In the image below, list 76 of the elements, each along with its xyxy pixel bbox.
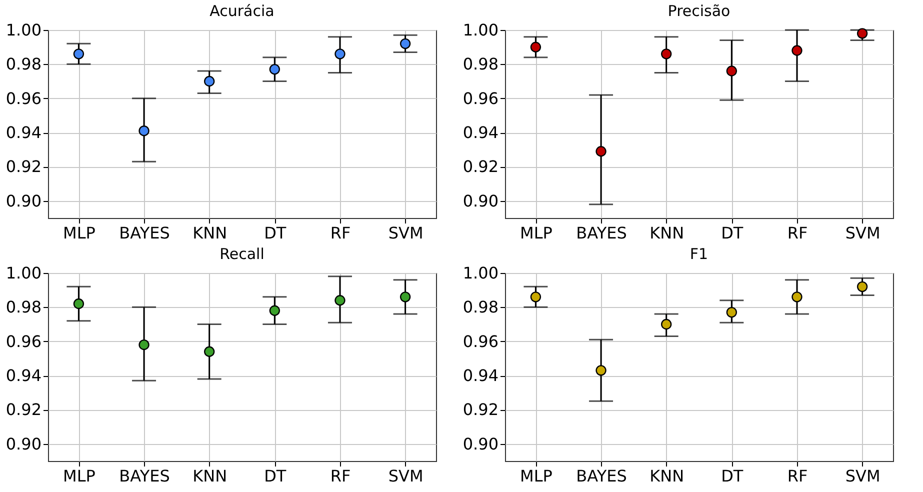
y-tick-label: 0.96 [6,88,42,108]
y-tick-label: 0.98 [6,298,42,317]
y-tick-label: 0.94 [6,123,42,142]
y-tick-label: 1.00 [6,264,42,282]
y-tick-label: 0.96 [462,88,498,108]
x-tick-label: BAYES [119,224,170,242]
point [73,298,84,310]
x-tick-label: MLP [520,466,553,486]
y-tick-label: 0.98 [462,54,498,74]
x-tick-label: DT [264,466,286,486]
y-tick-label: 0.98 [6,54,42,74]
point [334,295,346,306]
point [334,48,346,60]
point [73,48,84,60]
x-tick-label: RF [330,466,351,486]
x-tick-label: BAYES [119,466,170,486]
point [856,281,868,292]
y-tick-label: 0.92 [6,157,42,176]
y-tick-label: 0.90 [6,191,42,210]
chart-title: Acurácia [210,2,274,20]
y-tick-label: 0.92 [462,400,498,420]
point [204,76,215,87]
x-tick-label: BAYES [576,224,627,242]
chart-title: Precisão [668,2,730,20]
chart-title: F1 [690,245,708,263]
point [204,346,215,357]
x-tick-label: DT [264,224,286,242]
x-tick-label: SVM [845,466,880,486]
x-tick-label: RF [787,466,808,486]
x-tick-label: BAYES [576,466,627,486]
x-tick-label: SVM [388,224,424,242]
x-tick-label: KNN [650,224,684,242]
x-tick-label: RF [787,224,808,242]
y-tick-label: 0.94 [462,123,498,142]
y-tick-label: 0.92 [6,400,42,420]
point [400,292,411,302]
x-tick-label: SVM [845,224,880,242]
y-tick-label: 0.90 [462,434,498,454]
x-tick-label: RF [330,224,351,242]
point [530,42,542,52]
y-tick-label: 0.98 [462,298,498,317]
point [138,126,150,136]
y-tick-label: 0.94 [6,366,42,386]
point [726,66,738,76]
point [400,38,411,50]
x-tick-label: KNN [192,466,228,486]
y-tick-label: 0.90 [462,191,498,210]
y-tick-label: 0.94 [462,366,498,386]
point [856,28,868,39]
point [596,365,606,376]
x-tick-label: KNN [192,224,228,242]
chart-title: Recall [220,245,264,263]
point [138,339,150,350]
point [530,292,542,302]
point [660,48,672,60]
y-tick-label: 0.92 [462,157,498,176]
x-tick-label: KNN [650,466,684,486]
y-tick-label: 0.90 [6,434,42,454]
x-tick-label: MLP [63,224,96,242]
point [660,318,672,330]
y-tick-label: 0.96 [6,332,42,351]
point [269,64,280,75]
y-tick-label: 1.00 [6,20,42,40]
x-tick-label: SVM [388,466,424,486]
x-tick-label: MLP [63,466,96,486]
y-tick-label: 1.00 [462,20,498,40]
point [726,306,738,318]
y-tick-label: 0.96 [462,332,498,351]
point [596,146,606,157]
point [269,305,280,316]
x-tick-label: DT [721,466,744,486]
x-tick-label: MLP [520,224,553,242]
x-tick-label: DT [721,224,744,242]
y-tick-label: 1.00 [462,264,498,282]
point [792,45,802,56]
point [792,292,802,302]
